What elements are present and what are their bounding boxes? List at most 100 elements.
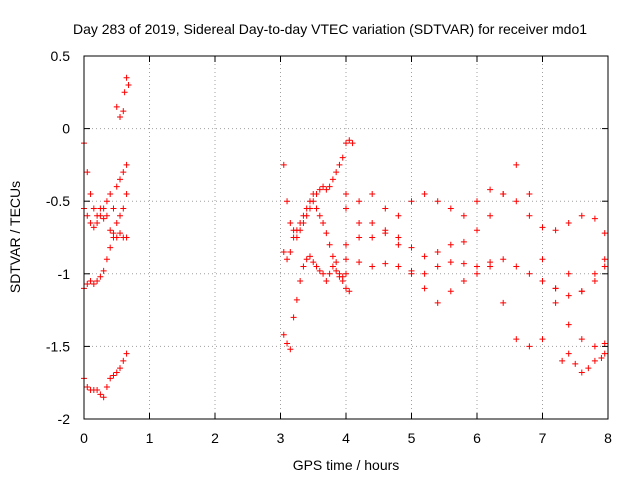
data-point (293, 227, 300, 234)
data-point (306, 253, 313, 260)
data-points (81, 74, 608, 401)
data-point (487, 212, 494, 219)
data-point (421, 270, 428, 277)
data-point (578, 369, 585, 376)
data-point (297, 278, 304, 285)
data-point (287, 346, 294, 353)
data-point (120, 169, 127, 176)
data-point (84, 384, 91, 391)
series-s7 (280, 190, 349, 280)
data-point (297, 219, 304, 226)
data-point (513, 263, 520, 270)
data-point (598, 355, 605, 362)
data-point (539, 336, 546, 343)
data-point (94, 278, 101, 285)
data-point (572, 360, 579, 367)
data-point (320, 270, 327, 277)
data-point (601, 263, 608, 270)
data-point (356, 219, 363, 226)
data-point (559, 357, 566, 364)
data-point (565, 350, 572, 357)
data-point (500, 299, 507, 306)
data-point (87, 278, 94, 285)
data-point (526, 190, 533, 197)
data-point (585, 365, 592, 372)
data-point (316, 186, 323, 193)
data-point (117, 230, 124, 237)
data-point (434, 198, 441, 205)
data-point (369, 263, 376, 270)
data-point (110, 372, 117, 379)
series-s2 (81, 205, 130, 241)
data-point (329, 253, 336, 260)
y-tick-label: 0.5 (51, 48, 71, 64)
axis-ticks (83, 55, 609, 420)
data-point (408, 244, 415, 251)
data-point (103, 256, 110, 263)
data-point (591, 270, 598, 277)
data-point (97, 391, 104, 398)
data-point (421, 253, 428, 260)
y-tick-label: -0.5 (46, 193, 70, 209)
series-s4 (81, 350, 130, 401)
data-point (336, 161, 343, 168)
data-point (356, 234, 363, 241)
data-point (310, 259, 317, 266)
x-tick-label: 0 (80, 430, 88, 446)
data-point (333, 259, 340, 266)
data-point (601, 256, 608, 263)
data-point (343, 241, 349, 248)
data-point (326, 241, 333, 248)
data-point (369, 219, 376, 226)
data-point (356, 259, 363, 266)
series-s10 (343, 161, 608, 299)
data-point (539, 256, 546, 263)
data-point (329, 176, 336, 183)
data-point (421, 285, 428, 292)
data-point (313, 205, 320, 212)
data-point (310, 190, 317, 197)
data-point (474, 263, 480, 270)
data-point (474, 270, 480, 277)
series-s12 (343, 190, 608, 350)
data-point (526, 270, 533, 277)
series-s6 (280, 137, 356, 241)
x-axis-label: GPS time / hours (293, 457, 400, 473)
data-point (120, 108, 127, 115)
data-point (474, 227, 480, 234)
x-tick-label: 6 (473, 430, 481, 446)
grid-lines (84, 56, 608, 419)
data-point (601, 230, 608, 237)
data-point (100, 205, 107, 212)
data-point (447, 259, 454, 266)
data-point (110, 234, 117, 241)
data-point (460, 278, 467, 285)
y-axis-label: SDTVAR / TECUs (7, 181, 23, 293)
data-point (117, 365, 124, 372)
data-point (601, 340, 608, 347)
data-point (287, 219, 294, 226)
data-point (346, 288, 353, 295)
data-point (123, 74, 130, 81)
data-point (280, 331, 287, 338)
data-point (369, 234, 376, 241)
data-point (333, 267, 340, 274)
data-point (287, 249, 294, 256)
y-tick-labels: 0.5 0 -0.5 -1 -1.5 -2 (46, 48, 70, 427)
data-point (526, 212, 533, 219)
data-point (87, 219, 94, 226)
data-point (460, 260, 467, 267)
data-point (326, 270, 333, 277)
x-tick-label: 2 (211, 430, 219, 446)
data-point (447, 205, 454, 212)
data-point (300, 212, 307, 219)
data-point (117, 176, 124, 183)
y-tick-label: -1.5 (46, 338, 70, 354)
data-point (284, 340, 291, 347)
data-point (316, 267, 323, 274)
data-point (487, 186, 494, 193)
data-point (447, 288, 454, 295)
data-point (513, 161, 520, 168)
data-point (395, 212, 402, 219)
